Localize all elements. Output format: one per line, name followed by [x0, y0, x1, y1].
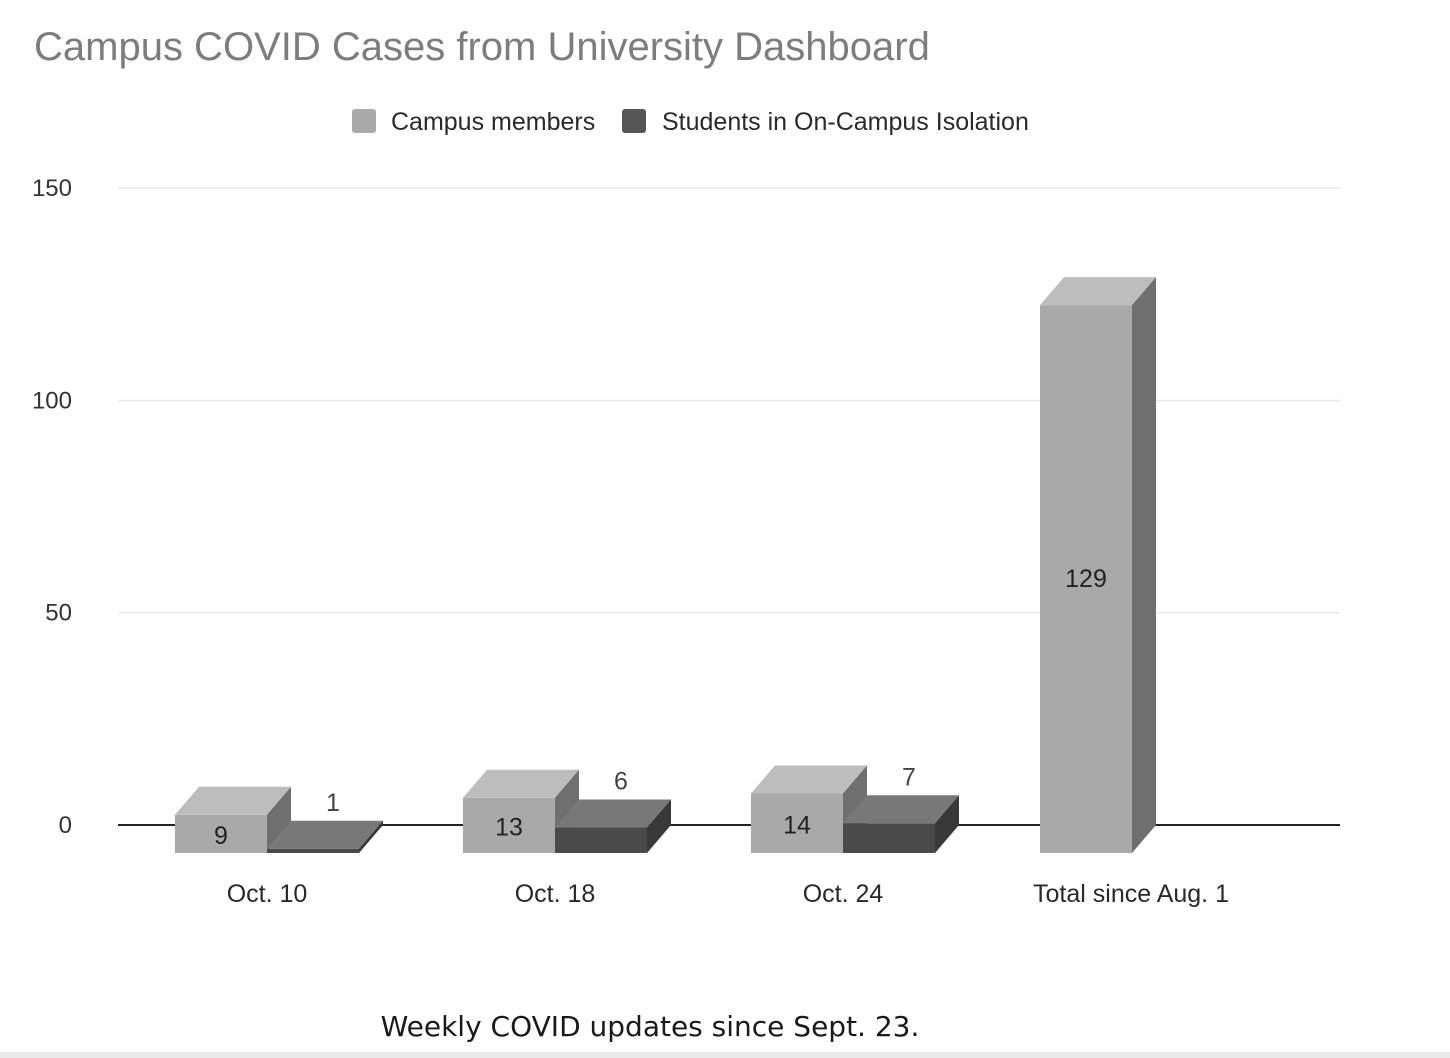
bar-campus-members: 129	[1040, 277, 1156, 853]
bar-front-face	[751, 793, 843, 853]
x-category-label: Oct. 18	[515, 880, 596, 908]
bar-isolation: 6	[555, 768, 671, 853]
chart-title: Campus COVID Cases from University Dashb…	[34, 25, 930, 69]
legend-item: Students in On-Campus Isolation	[622, 108, 1029, 136]
bar-campus-members: 9	[175, 786, 291, 853]
bottom-divider	[0, 1052, 1450, 1058]
x-category-label: Oct. 10	[227, 880, 308, 908]
bar-top-face	[175, 786, 291, 815]
bar-front-face	[463, 797, 555, 853]
bar-top-face	[555, 799, 671, 828]
x-category-label: Oct. 24	[803, 880, 884, 908]
category-labels: Oct. 10 Oct. 18 Oct. 24 Total since Aug. 1	[227, 880, 1229, 908]
chart-caption: Weekly COVID updates since Sept. 23.	[380, 1010, 920, 1043]
y-axis-ticks: 0 50 100 150	[32, 175, 72, 839]
bar-isolation: 1	[267, 789, 383, 853]
bar-side-face	[647, 799, 671, 853]
data-label: 9	[214, 822, 228, 850]
x-category-label: Total since Aug. 1	[1033, 880, 1229, 908]
bar-top-face	[843, 795, 959, 824]
bar-isolation: 7	[843, 763, 959, 853]
bar-front-face	[175, 814, 267, 853]
data-label: 6	[614, 768, 628, 796]
legend-swatch	[352, 109, 376, 133]
bar-side-face	[267, 786, 291, 853]
y-tick-label: 100	[32, 387, 72, 414]
bar-top-face	[267, 820, 383, 849]
y-tick-label: 150	[32, 175, 72, 202]
bar-front-face	[1040, 305, 1132, 853]
legend-label: Students in On-Campus Isolation	[662, 108, 1029, 136]
bar-side-face	[359, 820, 383, 853]
bar-side-face	[935, 795, 959, 853]
gridlines	[118, 187, 1340, 826]
data-label: 129	[1065, 565, 1107, 593]
bar-front-face	[843, 823, 935, 853]
data-label: 1	[326, 789, 340, 817]
bar-side-face	[1132, 277, 1156, 853]
data-label: 13	[495, 813, 523, 841]
y-tick-label: 50	[45, 600, 72, 627]
data-label: 7	[902, 763, 916, 791]
data-label: 14	[783, 811, 811, 839]
legend: Campus members Students in On-Campus Isol…	[352, 108, 1029, 136]
bars: 9 1 13 6 14 7 129	[175, 277, 1156, 853]
legend-item: Campus members	[352, 108, 595, 136]
bar-front-face	[267, 848, 359, 853]
y-tick-label: 0	[59, 812, 72, 839]
legend-label: Campus members	[391, 108, 595, 136]
legend-swatch	[622, 109, 646, 133]
bar-top-face	[1040, 277, 1156, 306]
bar-top-face	[751, 765, 867, 794]
bar-top-face	[463, 769, 579, 798]
bar-front-face	[555, 827, 647, 853]
